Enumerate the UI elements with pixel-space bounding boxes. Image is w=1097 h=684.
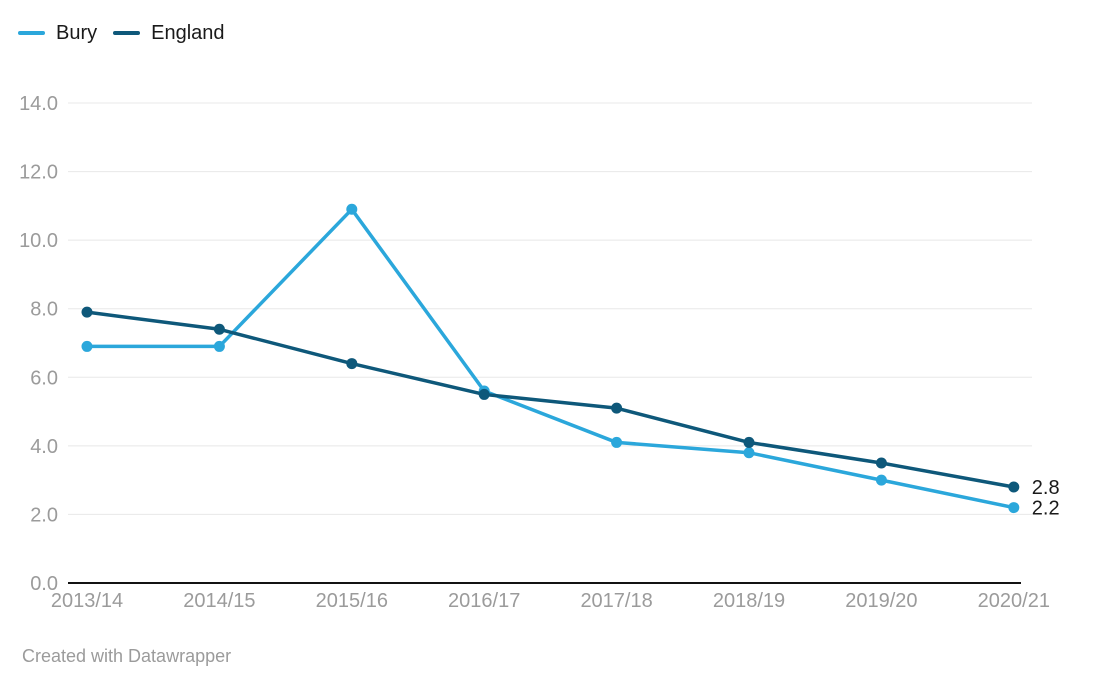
x-tick-label: 2015/16 [316, 590, 388, 612]
data-point-england[interactable] [346, 358, 358, 370]
x-tick-label: 2017/18 [580, 590, 652, 612]
x-tick-label: 2016/17 [448, 590, 520, 612]
x-tick-label: 2019/20 [845, 590, 917, 612]
y-tick-label: 8.0 [30, 299, 58, 321]
x-tick-label: 2018/19 [713, 590, 785, 612]
y-tick-label: 10.0 [19, 230, 58, 252]
x-tick-label: 2013/14 [51, 590, 123, 612]
y-tick-label: 14.0 [19, 93, 58, 115]
x-tick-label: 2014/15 [183, 590, 255, 612]
data-point-bury[interactable] [611, 436, 623, 448]
end-value-label-bury: 2.2 [1032, 498, 1060, 520]
data-point-england[interactable] [743, 436, 755, 448]
y-tick-label: 0.0 [30, 573, 58, 595]
series-line-bury [85, 207, 1016, 510]
line-chart: 0.0 2.0 4.0 6.0 8.0 10.0 12.0 14.0 2013/14 2014/1… [19, 93, 1060, 612]
legend-swatch-bury [18, 31, 45, 35]
legend-label-bury: Bury [56, 22, 98, 44]
data-point-england[interactable] [213, 323, 225, 335]
legend-item-bury: Bury [18, 22, 97, 44]
x-tick-label: 2020/21 [978, 590, 1050, 612]
data-point-bury[interactable] [1008, 502, 1020, 514]
end-value-label-england: 2.8 [1032, 477, 1060, 499]
data-point-england[interactable] [611, 402, 623, 414]
credit-line: Created with Datawrapper [22, 646, 232, 666]
legend-label-england: England [151, 22, 225, 44]
data-point-bury[interactable] [213, 340, 225, 352]
data-point-bury[interactable] [81, 340, 93, 352]
legend-swatch-england [113, 31, 141, 35]
data-point-bury[interactable] [346, 203, 358, 215]
y-tick-label: 6.0 [30, 367, 58, 389]
data-point-bury[interactable] [743, 447, 755, 459]
data-point-bury[interactable] [875, 474, 887, 486]
legend: Bury England [18, 22, 241, 44]
y-tick-label: 2.0 [30, 504, 58, 526]
y-tick-label: 4.0 [30, 436, 58, 458]
legend-item-england: England [113, 22, 225, 44]
data-point-england[interactable] [875, 457, 887, 469]
y-tick-label: 12.0 [19, 162, 58, 184]
data-point-england[interactable] [478, 388, 490, 400]
series-line-england [85, 310, 1016, 489]
data-point-england[interactable] [1008, 481, 1020, 493]
data-point-england[interactable] [81, 306, 93, 318]
